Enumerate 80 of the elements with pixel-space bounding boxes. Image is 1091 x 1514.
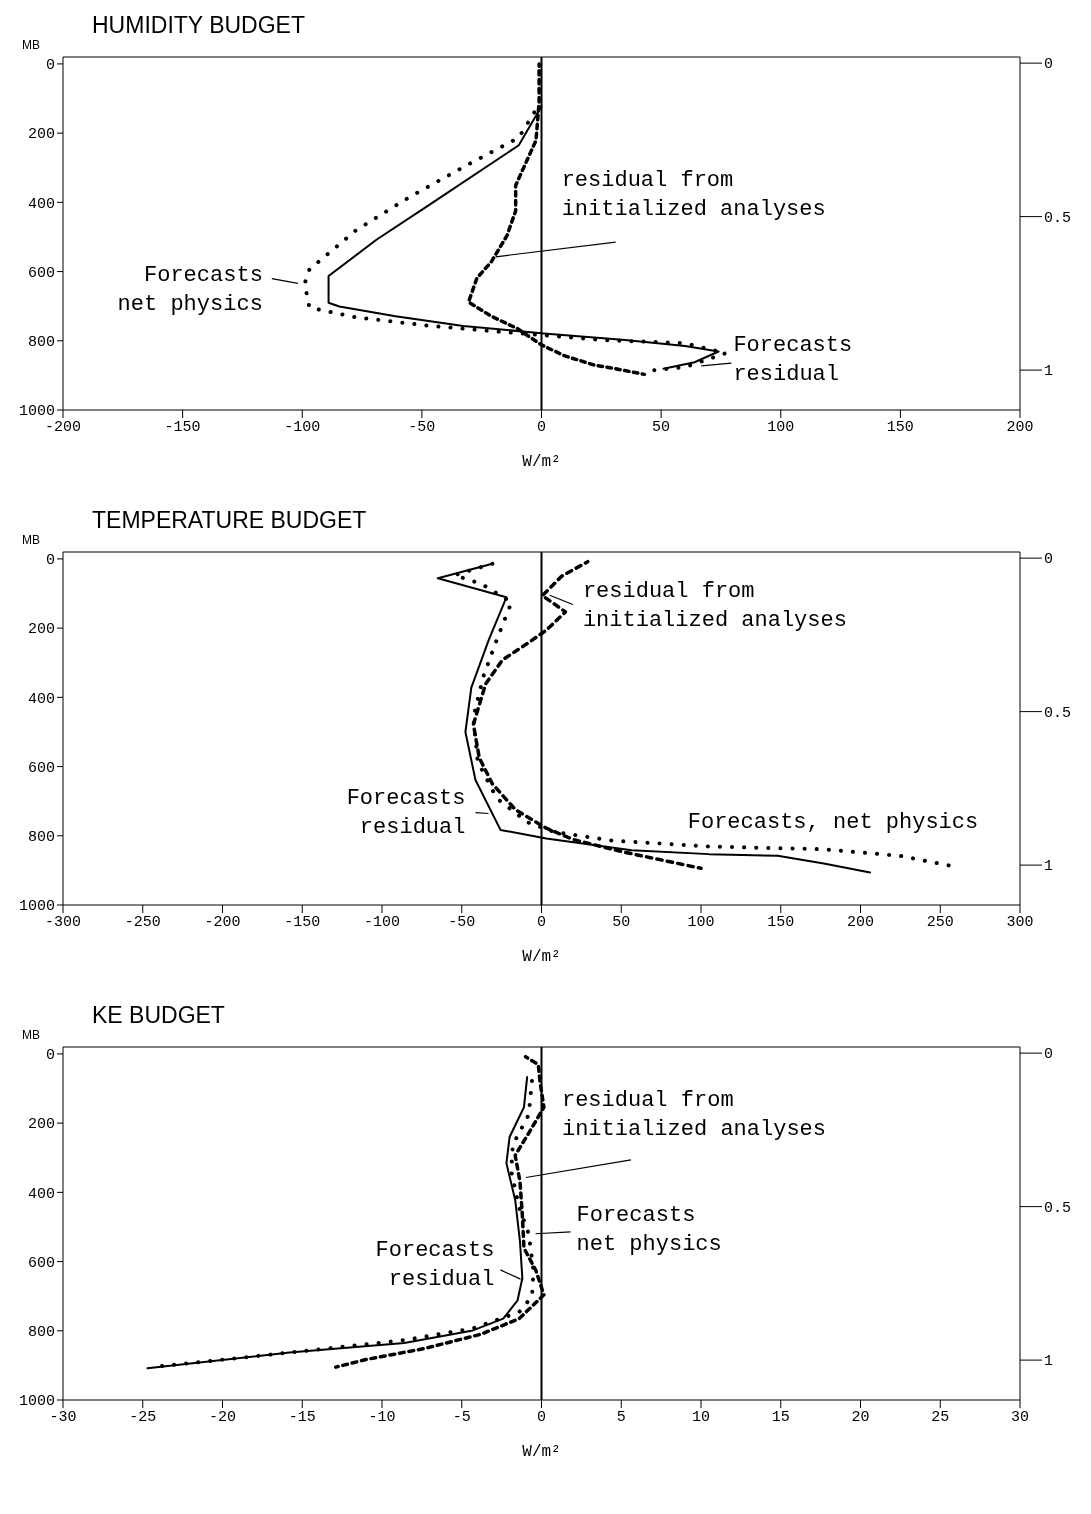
- annotation: residual from initialized analyses: [561, 1087, 826, 1142]
- x-tick-label: -100: [284, 418, 321, 436]
- annotation: Forecasts net physics: [117, 262, 263, 317]
- x-tick-label: -5: [452, 1408, 471, 1426]
- y2-tick-label: 0: [1044, 1046, 1054, 1064]
- y2-tick-label: 1: [1044, 1353, 1054, 1371]
- y2-tick-label: 0.5: [1044, 704, 1072, 722]
- y-tick-label: 400: [27, 690, 55, 708]
- x-axis-title: W/m²: [522, 453, 561, 471]
- y-axis-title: MB: [22, 1028, 40, 1042]
- x-tick-label: 200: [1006, 418, 1034, 436]
- x-tick-label: 100: [687, 913, 715, 931]
- x-tick-label: 20: [851, 1408, 870, 1426]
- y-tick-label: 800: [27, 1324, 55, 1342]
- x-tick-label: -15: [288, 1408, 316, 1426]
- y-tick-label: 1000: [18, 403, 55, 421]
- x-tick-label: -200: [44, 418, 82, 436]
- x-tick-label: 30: [1010, 1408, 1030, 1426]
- x-tick-label: 200: [846, 913, 875, 931]
- y-tick-label: 800: [27, 829, 55, 847]
- x-tick-label: -10: [368, 1408, 396, 1426]
- annotation: Forecasts net physics: [576, 1202, 722, 1257]
- y-tick-label: 1000: [18, 1393, 55, 1411]
- chart-title: KE BUDGET: [92, 1002, 225, 1029]
- x-tick-label: 250: [926, 913, 954, 931]
- y-axis-title: MB: [22, 38, 40, 52]
- y-tick-label: 200: [27, 1116, 55, 1134]
- x-tick-label: 15: [771, 1408, 790, 1426]
- x-tick-label: 25: [931, 1408, 950, 1426]
- x-tick-label: -100: [363, 913, 401, 931]
- x-tick-label: -300: [44, 913, 82, 931]
- x-tick-label: 5: [616, 1408, 626, 1426]
- x-tick-label: -30: [49, 1408, 77, 1426]
- x-axis-title: W/m²: [522, 948, 561, 966]
- x-tick-label: 0: [536, 1408, 547, 1426]
- x-tick-label: 10: [691, 1408, 711, 1426]
- y2-tick-label: 0.5: [1044, 1199, 1072, 1217]
- annotation: residual from initialized analyses: [561, 167, 826, 222]
- annotation: Forecasts, net physics: [687, 809, 979, 835]
- y-tick-label: 1000: [18, 898, 55, 916]
- y-tick-label: 600: [27, 759, 55, 777]
- x-tick-label: -150: [284, 913, 321, 931]
- x-tick-label: -50: [448, 913, 476, 931]
- x-tick-label: 0: [536, 913, 547, 931]
- x-tick-label: 150: [767, 913, 795, 931]
- annotation: Forecasts residual: [346, 785, 466, 840]
- x-tick-label: -150: [164, 418, 201, 436]
- x-tick-label: 300: [1006, 913, 1034, 931]
- y-axis-title: MB: [22, 533, 40, 547]
- chart-title: TEMPERATURE BUDGET: [92, 507, 367, 534]
- x-tick-label: -200: [204, 913, 241, 931]
- x-tick-label: 0: [536, 418, 547, 436]
- x-tick-label: -25: [129, 1408, 157, 1426]
- x-tick-label: 100: [767, 418, 795, 436]
- y-tick-label: 200: [27, 126, 55, 144]
- y-tick-label: 200: [27, 621, 55, 639]
- y-tick-label: 0: [45, 552, 55, 570]
- y2-tick-label: 0.5: [1044, 209, 1072, 227]
- y-tick-label: 600: [27, 1254, 55, 1272]
- chart-title: HUMIDITY BUDGET: [92, 12, 305, 39]
- y2-tick-label: 1: [1044, 363, 1054, 381]
- annotation: Forecasts residual: [733, 332, 853, 387]
- y-tick-label: 400: [27, 195, 55, 213]
- annotation: residual from initialized analyses: [582, 578, 847, 633]
- x-tick-label: 50: [612, 913, 631, 931]
- y2-tick-label: 0: [1044, 551, 1054, 569]
- y-tick-label: 600: [27, 264, 55, 282]
- y2-tick-label: 1: [1044, 858, 1054, 876]
- y-tick-label: 0: [45, 57, 55, 75]
- y-tick-label: 400: [27, 1185, 55, 1203]
- annotation: Forecasts residual: [375, 1237, 495, 1292]
- y-tick-label: 0: [45, 1047, 55, 1065]
- x-tick-label: -50: [408, 418, 436, 436]
- x-tick-label: 150: [886, 418, 914, 436]
- x-tick-label: 50: [652, 418, 671, 436]
- y-tick-label: 800: [27, 334, 55, 352]
- x-tick-label: -250: [124, 913, 161, 931]
- x-tick-label: -20: [208, 1408, 237, 1426]
- x-axis-title: W/m²: [522, 1443, 561, 1461]
- y2-tick-label: 0: [1044, 56, 1054, 74]
